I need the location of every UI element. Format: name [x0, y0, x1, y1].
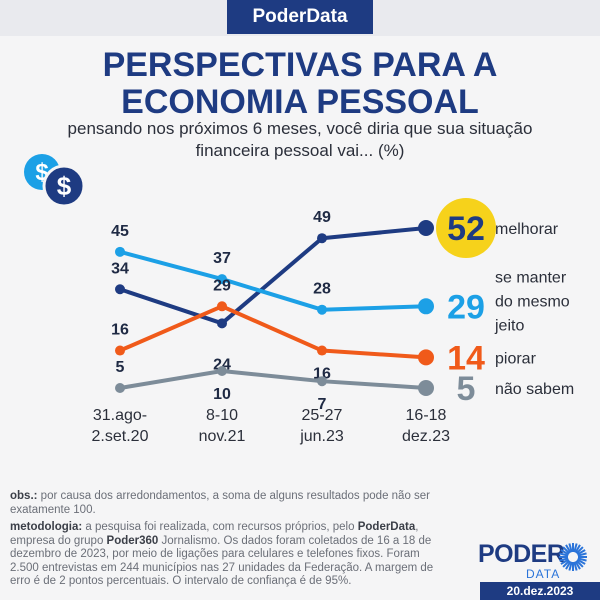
x-tick-label-3-1: dez.23 — [402, 428, 450, 445]
x-tick-label-2-1: jun.23 — [299, 428, 344, 445]
sunburst-icon — [559, 543, 587, 571]
methodology-label: metodologia: — [10, 521, 83, 533]
obs-label: obs.: — [10, 490, 38, 502]
data-point-3-0 — [115, 383, 125, 393]
series-name-1-line-0: se manter — [495, 269, 567, 286]
sunburst-ray — [559, 552, 569, 557]
sunburst-ray — [574, 544, 581, 554]
data-label-3-2: 7 — [318, 396, 327, 413]
data-point-1-0 — [115, 246, 125, 257]
methodology-brand-2: Poder360 — [106, 534, 159, 547]
chart-subtitle-line-2: financeira pessoal vai... (%) — [195, 141, 405, 160]
series-name-0: melhorar — [495, 221, 559, 238]
sunburst-ray — [559, 557, 569, 562]
data-point-2-2 — [317, 345, 327, 356]
data-point-2-3 — [418, 349, 434, 366]
svg-text:$: $ — [57, 171, 72, 201]
data-point-2-0 — [115, 345, 125, 356]
data-point-1-3 — [418, 298, 434, 315]
sunburst-ray — [562, 546, 571, 555]
data-label-1-0: 45 — [111, 223, 129, 240]
data-label-2-0: 16 — [111, 322, 129, 339]
logo-data-text: DATA — [526, 567, 561, 581]
sunburst-ray — [560, 558, 570, 565]
data-point-0-3 — [418, 220, 434, 236]
series-line-3 — [118, 368, 428, 390]
data-label-3-0: 5 — [116, 359, 125, 376]
end-value-0: 52 — [447, 210, 485, 248]
data-label-1-1: 37 — [213, 250, 231, 267]
footer-notes: obs.: por causa dos arredondamentos, a s… — [10, 490, 450, 593]
sunburst-ray — [575, 559, 584, 568]
methodology-note: metodologia: a pesquisa foi realizada, c… — [10, 521, 450, 589]
sunburst-ray — [577, 557, 587, 562]
sunburst-ray — [573, 561, 578, 571]
poderdata-logo: PODER DATA — [478, 540, 588, 584]
data-point-3-2 — [317, 376, 327, 387]
data-point-3-1 — [217, 365, 227, 376]
top-bar: PoderData — [0, 0, 600, 36]
data-label-2-1: 29 — [213, 277, 231, 294]
series-name-1-line-2: jeito — [494, 317, 524, 334]
x-tick-label-0-1: 2.set.20 — [92, 428, 149, 445]
data-point-1-1 — [217, 274, 227, 285]
data-label-0-2: 49 — [313, 209, 331, 226]
obs-note: obs.: por causa dos arredondamentos, a s… — [10, 490, 450, 517]
chart-title-line-1: PERSPECTIVAS PARA A — [102, 46, 498, 84]
data-label-0-0: 34 — [111, 260, 129, 277]
x-tick-label-1-0: 8-10 — [206, 407, 238, 424]
x-tick-label-1-1: nov.21 — [199, 428, 246, 445]
sunburst-ray — [565, 544, 572, 554]
series-name-1-line-1: do mesmo — [495, 293, 570, 310]
sunburst-ray — [573, 543, 578, 553]
sunburst-ray — [576, 558, 586, 565]
sunburst-ray — [568, 561, 573, 571]
data-point-0-2 — [317, 233, 327, 244]
sunburst-ray — [565, 560, 572, 570]
highlight-circle — [436, 198, 496, 258]
chart-title-line-2: ECONOMIA PESSOAL — [121, 83, 479, 121]
methodology-brand: PoderData — [357, 521, 416, 533]
methodology-text-3: Jornalismo. Os dados foram coletados de … — [10, 534, 434, 588]
sunburst-ray — [574, 560, 581, 570]
publication-date: 20.dez.2023 — [480, 582, 600, 600]
data-point-2-1 — [217, 301, 227, 312]
sunburst-ray — [577, 552, 587, 557]
end-value-2: 14 — [447, 339, 485, 377]
brand-tag: PoderData — [227, 0, 373, 34]
methodology-text-1: a pesquisa foi realizada, com recursos p… — [82, 521, 358, 533]
data-label-1-2: 28 — [313, 281, 331, 298]
data-label-2-2: 16 — [313, 366, 331, 383]
sunburst-ray — [568, 543, 573, 553]
series-name-2: piorar — [495, 350, 537, 367]
end-value-3: 5 — [457, 370, 476, 408]
methodology-text-2: , empresa do grupo — [10, 521, 419, 547]
dollar-coins-icon: $ $ — [24, 154, 86, 208]
series-name-3: não sabem — [495, 381, 574, 398]
data-point-0-0 — [115, 284, 125, 295]
obs-text: por causa dos arredondamentos, a soma de… — [10, 490, 431, 516]
series-line-1 — [118, 249, 428, 312]
sunburst-ray — [562, 559, 571, 568]
end-value-1: 29 — [447, 288, 485, 326]
chart-subtitle-line-1: pensando nos próximos 6 meses, você diri… — [67, 119, 533, 138]
series-line-2 — [118, 304, 428, 360]
x-tick-label-2-0: 25-27 — [302, 407, 343, 424]
logo-poder-text: PODER — [478, 540, 565, 568]
sunburst-ray — [576, 549, 586, 556]
data-point-1-2 — [317, 304, 327, 315]
data-point-3-3 — [418, 380, 434, 396]
x-tick-label-0-0: 31.ago- — [93, 407, 147, 424]
sunburst-ray — [575, 546, 584, 555]
sunburst-ray — [560, 549, 570, 556]
series-line-0 — [118, 226, 428, 326]
data-point-0-1 — [217, 318, 227, 329]
data-label-3-1: 10 — [213, 386, 231, 403]
x-tick-label-3-0: 16-18 — [406, 407, 447, 424]
